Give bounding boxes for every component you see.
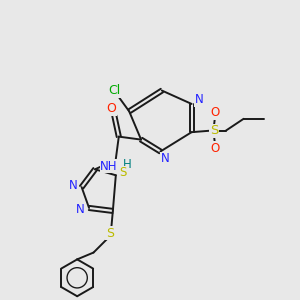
Text: N: N [69,179,78,192]
Text: O: O [210,142,219,155]
Text: O: O [106,102,116,115]
Text: H: H [123,158,132,171]
Text: N: N [160,152,169,165]
Text: S: S [106,227,114,240]
Text: S: S [120,167,127,179]
Text: S: S [210,124,218,137]
Text: O: O [210,106,219,119]
Text: NH: NH [100,160,118,173]
Text: N: N [195,93,203,106]
Text: N: N [76,203,85,216]
Text: Cl: Cl [108,84,121,97]
